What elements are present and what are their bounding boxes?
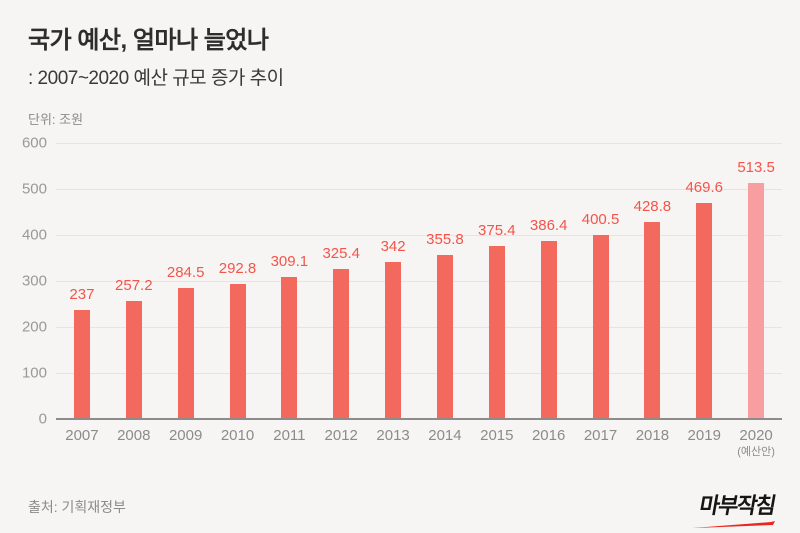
value-label-2012: 325.4 <box>322 245 360 263</box>
value-label-2018: 428.8 <box>633 197 672 215</box>
value-label-2019: 469.6 <box>685 178 724 196</box>
bar-2019 <box>696 202 713 419</box>
x-tick-label-2010: 2010 <box>220 427 255 444</box>
y-tick-label-200: 200 <box>21 318 47 336</box>
bar-column-2018: 428.8 2018 <box>626 143 678 444</box>
gridline-500 <box>56 189 782 190</box>
x-tick-label-2008: 2008 <box>117 427 151 444</box>
x-tick-label-2015: 2015 <box>480 427 514 444</box>
bar-column-2014: 355.8 2014 <box>419 143 471 443</box>
value-label-2014: 355.8 <box>426 231 464 249</box>
value-label-2008: 257.2 <box>115 276 153 294</box>
bar-column-2020: 513.5 2020 (예산안) <box>730 143 782 458</box>
bar-2020 <box>748 182 765 419</box>
x-tick-label-2013: 2013 <box>376 427 410 444</box>
x-tick-label-2018: 2018 <box>635 427 670 444</box>
value-label-2017: 400.5 <box>581 210 620 228</box>
bar-2008 <box>125 300 142 419</box>
y-tick-label-0: 0 <box>38 410 47 428</box>
bar-2018 <box>644 221 661 419</box>
gridline-200 <box>56 327 782 328</box>
value-label-2015: 375.4 <box>478 222 516 240</box>
value-label-2013: 342 <box>380 237 406 255</box>
bar-columns: 237 2007 257.2 2008 284.5 2009 292.8 2010 309.1 2… <box>56 143 782 458</box>
x-tick-label-2012: 2012 <box>324 427 358 444</box>
value-label-2007: 237 <box>69 285 95 303</box>
bar-column-2013: 342 2013 <box>367 143 419 444</box>
value-label-2010: 292.8 <box>218 260 257 278</box>
chart-subtitle: : 2007~2020 예산 규모 증가 추이 <box>28 68 284 89</box>
bar-2012 <box>333 269 350 419</box>
x-tick-label-2019: 2019 <box>687 427 721 444</box>
logo-underline-swoosh <box>693 521 775 528</box>
bar-column-2015: 375.4 2015 <box>471 143 523 443</box>
bar-column-2019: 469.6 2019 <box>678 143 730 444</box>
y-tick-label-300: 300 <box>21 272 47 290</box>
y-tick-label-400: 400 <box>21 226 47 244</box>
bar-2011 <box>281 276 298 419</box>
y-tick-label-600: 600 <box>21 134 47 152</box>
bar-2013 <box>385 261 402 419</box>
bar-column-2017: 400.5 2017 <box>575 143 627 444</box>
bar-2009 <box>177 288 194 419</box>
y-tick-label-500: 500 <box>21 180 47 198</box>
x-tick-label-2007: 2007 <box>65 427 99 444</box>
gridline-600 <box>56 143 782 144</box>
gridline-100 <box>56 373 782 374</box>
value-label-2011: 309.1 <box>270 252 309 270</box>
bar-2017 <box>592 234 609 419</box>
bar-column-2008: 257.2 2008 <box>108 143 160 444</box>
x-axis-line <box>56 418 782 420</box>
x-tick-label-2011: 2011 <box>273 427 306 444</box>
x-tick-label-2020: 2020 (예산안) <box>730 427 782 458</box>
bar-2007 <box>73 309 90 419</box>
bar-2015 <box>488 246 505 419</box>
logo-text: 마부작침 <box>697 493 777 518</box>
source-label: 출처: 기획재정부 <box>28 499 126 515</box>
chart-header: 국가 예산, 얼마나 늘었나 : 2007~2020 예산 규모 증가 추이 <box>28 20 284 90</box>
bar-column-2012: 325.4 2012 <box>315 143 367 443</box>
chart-title: 국가 예산, 얼마나 늘었나 <box>28 27 269 54</box>
bar-column-2010: 292.8 2010 <box>212 143 264 443</box>
x-tick-label-2014: 2014 <box>428 427 462 444</box>
bar-2014 <box>436 255 453 419</box>
bar-column-2007: 237 2007 <box>56 143 108 444</box>
x-tick-note-2020: (예산안) <box>737 445 775 458</box>
logo: 마부작침 <box>689 488 777 528</box>
gridline-300 <box>56 281 782 282</box>
plot-area: 237 2007 257.2 2008 284.5 2009 292.8 2010 309.1 2… <box>22 135 782 458</box>
gridline-400 <box>56 235 782 236</box>
value-label-2016: 386.4 <box>529 217 568 235</box>
unit-label: 단위: 조원 <box>28 112 84 127</box>
x-tick-label-2017: 2017 <box>583 427 618 444</box>
bar-column-2009: 284.5 2009 <box>160 143 212 443</box>
y-tick-label-100: 100 <box>21 364 47 382</box>
x-tick-label-2016: 2016 <box>531 427 566 444</box>
bar-2016 <box>540 241 557 419</box>
value-label-2009: 284.5 <box>166 264 205 282</box>
bar-column-2011: 309.1 2011 <box>263 143 315 444</box>
x-tick-label-2009: 2009 <box>168 427 203 444</box>
bar-column-2016: 386.4 2016 <box>523 143 575 443</box>
value-label-2020: 513.5 <box>737 158 775 176</box>
bar-2010 <box>229 284 246 419</box>
